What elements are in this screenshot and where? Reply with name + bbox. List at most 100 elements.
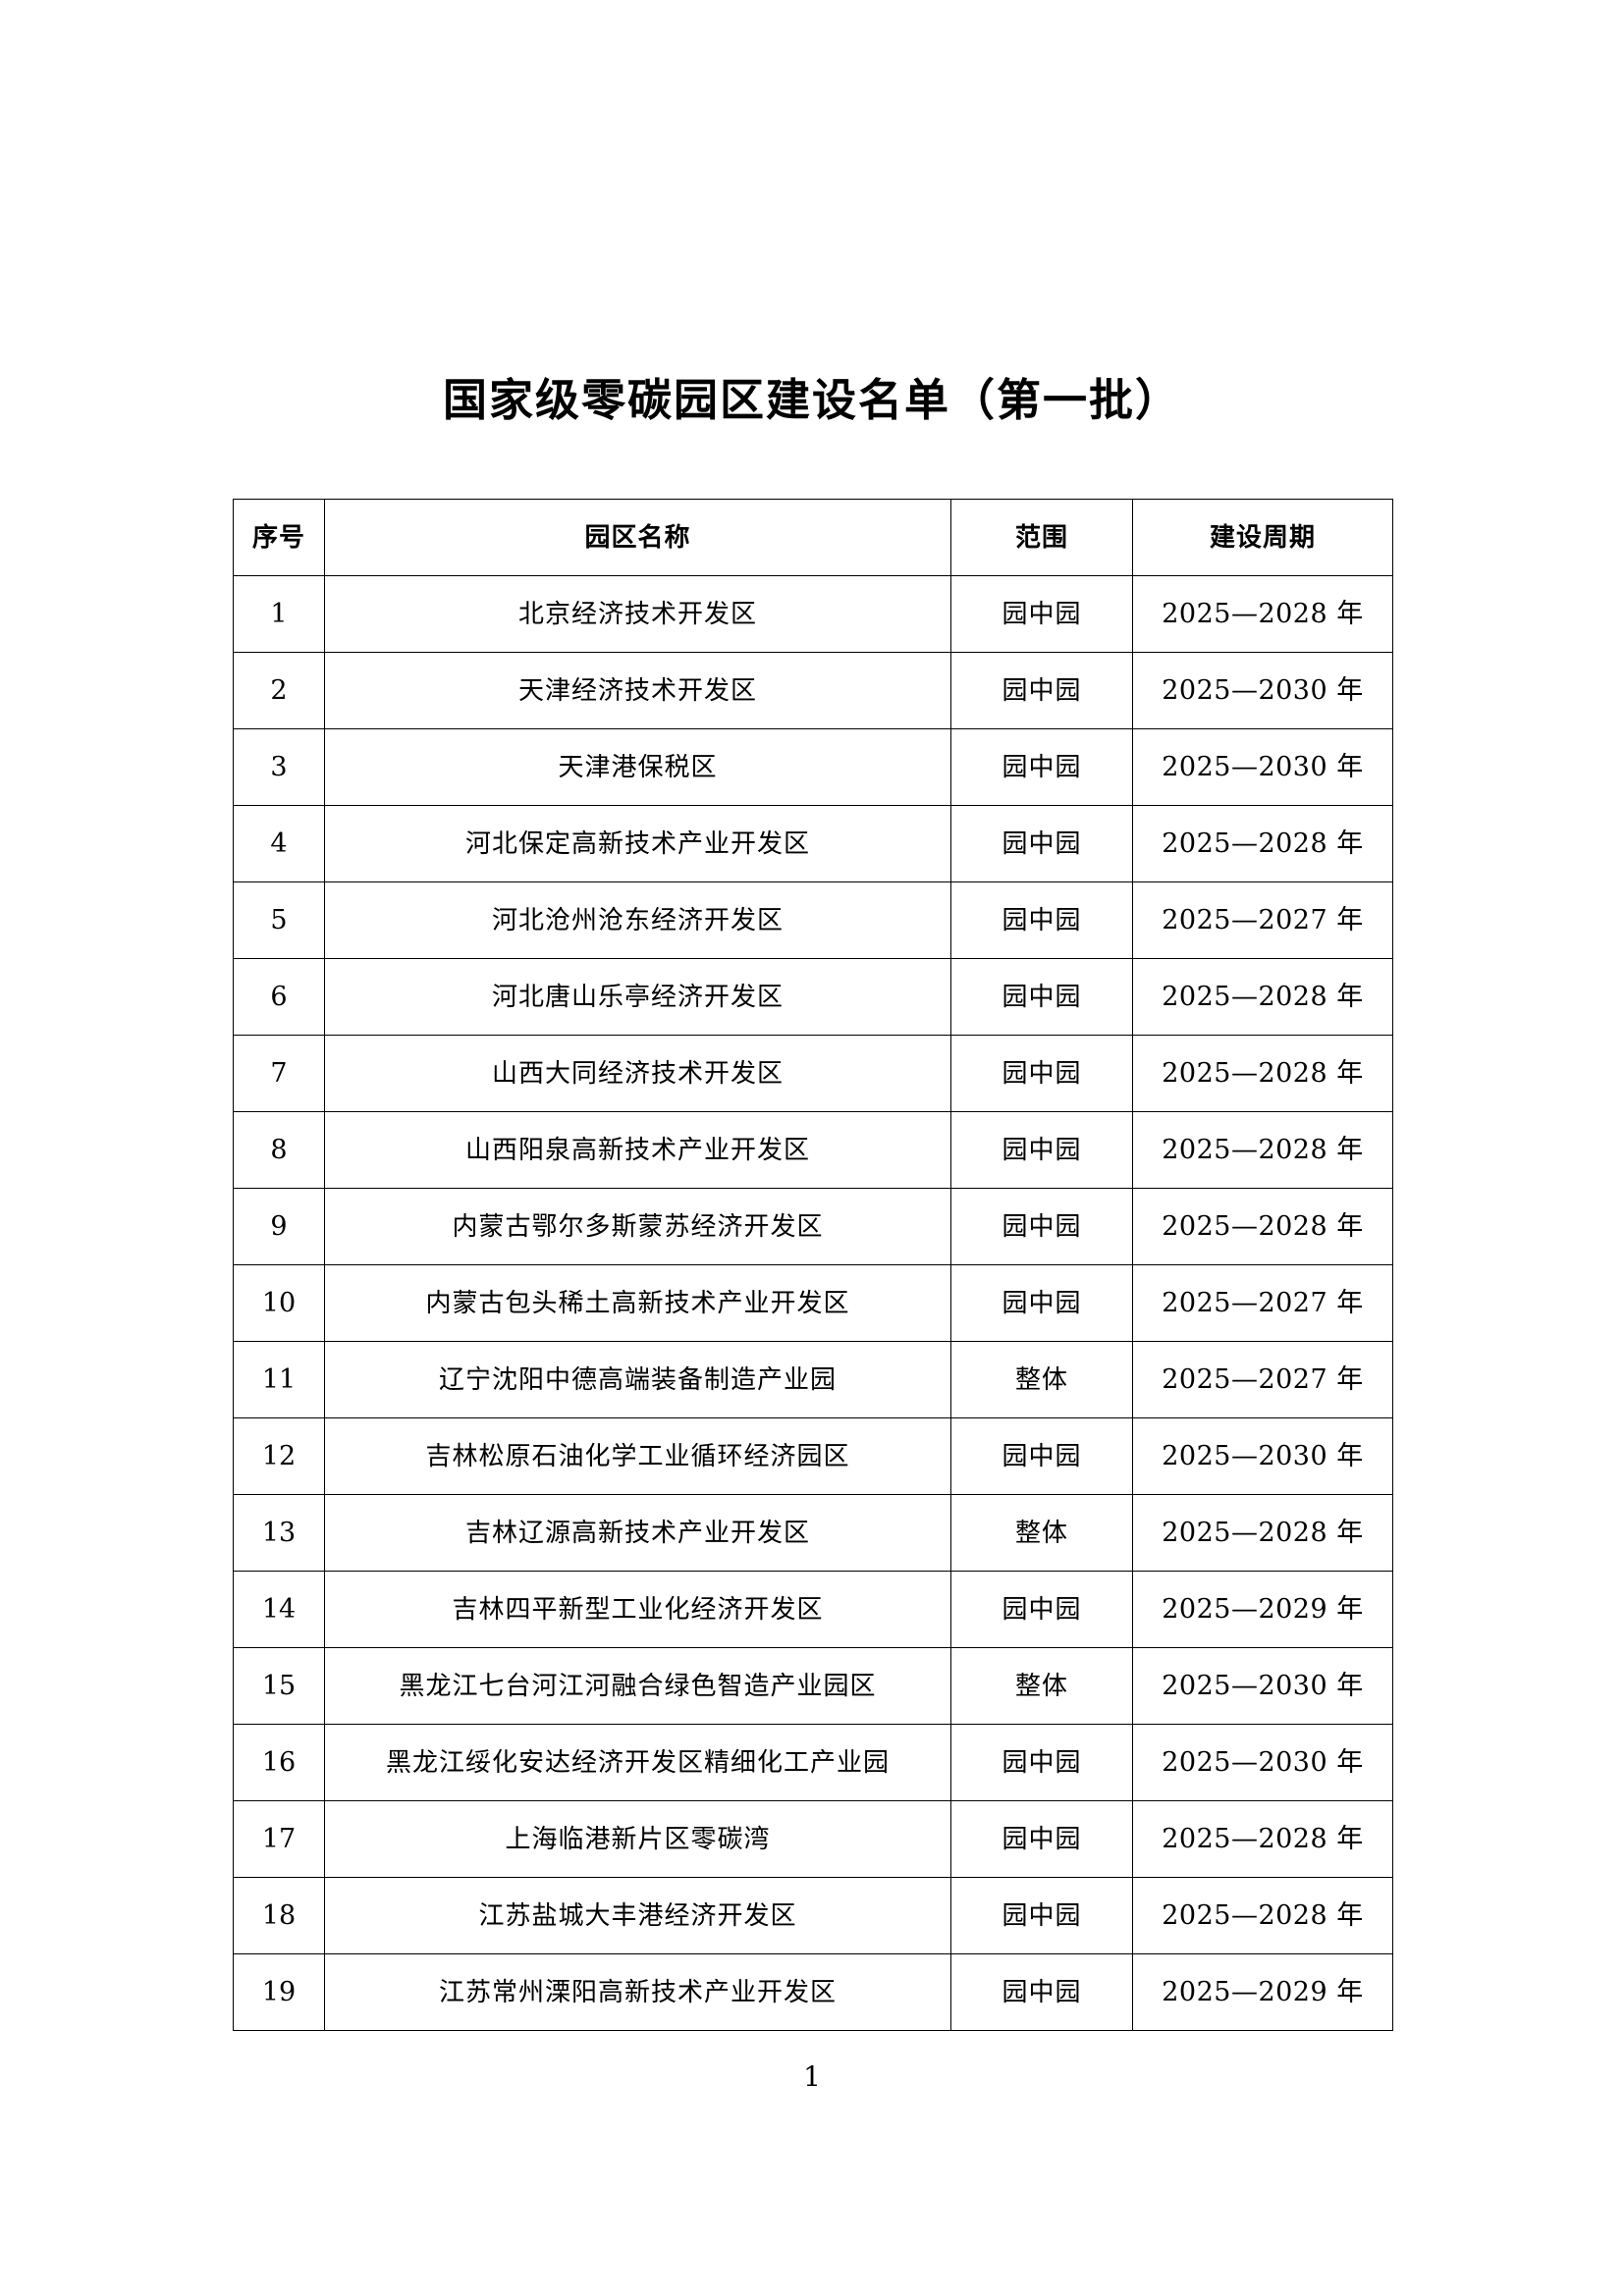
table-row: 5 河北沧州沧东经济开发区 园中园 2025—2027 年 [233,881,1393,959]
table-row: 9 内蒙古鄂尔多斯蒙苏经济开发区 园中园 2025—2028 年 [233,1188,1393,1265]
table-row: 18 江苏盐城大丰港经济开发区 园中园 2025—2028 年 [233,1877,1393,1954]
cell-build-cycle: 2025—2030 年 [1132,728,1393,806]
cell-no: 1 [233,575,325,653]
cell-park-name: 辽宁沈阳中德高端装备制造产业园 [324,1341,951,1418]
cell-scope: 园中园 [950,958,1133,1036]
cell-park-name: 上海临港新片区零碳湾 [324,1800,951,1878]
cell-scope: 园中园 [950,575,1133,653]
cell-park-name: 吉林辽源高新技术产业开发区 [324,1494,951,1572]
table-row: 8 山西阳泉高新技术产业开发区 园中园 2025—2028 年 [233,1111,1393,1189]
cell-no: 12 [233,1417,325,1495]
cell-build-cycle: 2025—2027 年 [1132,881,1393,959]
zero-carbon-park-list-table: 序号 园区名称 范围 建设周期 1 北京经济技术开发区 园中园 2025—2028 年… [233,499,1393,2031]
cell-scope: 整体 [950,1647,1133,1725]
cell-park-name: 河北唐山乐亭经济开发区 [324,958,951,1036]
cell-park-name: 吉林四平新型工业化经济开发区 [324,1571,951,1648]
cell-build-cycle: 2025—2027 年 [1132,1264,1393,1342]
cell-no: 8 [233,1111,325,1189]
table-body: 1 北京经济技术开发区 园中园 2025—2028 年 2 天津经济技术开发区 园中园 202… [233,575,1393,2031]
column-header-name: 园区名称 [324,499,951,576]
page-title: 国家级零碳园区建设名单（第一批） [442,374,1181,427]
table-row: 12 吉林松原石油化学工业循环经济园区 园中园 2025—2030 年 [233,1417,1393,1495]
cell-park-name: 江苏盐城大丰港经济开发区 [324,1877,951,1954]
table-header: 序号 园区名称 范围 建设周期 [233,499,1393,576]
cell-scope: 园中园 [950,881,1133,959]
table-row: 2 天津经济技术开发区 园中园 2025—2030 年 [233,652,1393,729]
cell-build-cycle: 2025—2028 年 [1132,1494,1393,1572]
cell-park-name: 江苏常州溧阳高新技术产业开发区 [324,1953,951,2031]
cell-scope: 园中园 [950,805,1133,882]
table-row: 11 辽宁沈阳中德高端装备制造产业园 整体 2025—2027 年 [233,1341,1393,1418]
cell-scope: 园中园 [950,1188,1133,1265]
cell-park-name: 山西大同经济技术开发区 [324,1035,951,1112]
cell-no: 3 [233,728,325,806]
table-row: 13 吉林辽源高新技术产业开发区 整体 2025—2028 年 [233,1494,1393,1572]
cell-build-cycle: 2025—2028 年 [1132,575,1393,653]
cell-no: 9 [233,1188,325,1265]
cell-no: 15 [233,1647,325,1725]
cell-no: 17 [233,1800,325,1878]
cell-park-name: 天津港保税区 [324,728,951,806]
cell-park-name: 河北沧州沧东经济开发区 [324,881,951,959]
cell-build-cycle: 2025—2028 年 [1132,805,1393,882]
cell-build-cycle: 2025—2030 年 [1132,1724,1393,1801]
cell-no: 2 [233,652,325,729]
cell-scope: 园中园 [950,1800,1133,1878]
column-header-no: 序号 [233,499,325,576]
page-number: 1 [803,2060,821,2093]
cell-no: 4 [233,805,325,882]
cell-no: 18 [233,1877,325,1954]
table-row: 10 内蒙古包头稀土高新技术产业开发区 园中园 2025—2027 年 [233,1264,1393,1342]
cell-scope: 园中园 [950,1724,1133,1801]
cell-park-name: 黑龙江七台河江河融合绿色智造产业园区 [324,1647,951,1725]
cell-build-cycle: 2025—2028 年 [1132,958,1393,1036]
table-row: 1 北京经济技术开发区 园中园 2025—2028 年 [233,575,1393,653]
cell-scope: 整体 [950,1494,1133,1572]
cell-no: 13 [233,1494,325,1572]
zero-carbon-park-list-table-wrapper: 序号 园区名称 范围 建设周期 1 北京经济技术开发区 园中园 2025—2028 年… [233,499,1393,2031]
cell-no: 11 [233,1341,325,1418]
cell-build-cycle: 2025—2028 年 [1132,1800,1393,1878]
cell-no: 10 [233,1264,325,1342]
cell-park-name: 北京经济技术开发区 [324,575,951,653]
cell-park-name: 内蒙古包头稀土高新技术产业开发区 [324,1264,951,1342]
cell-park-name: 河北保定高新技术产业开发区 [324,805,951,882]
cell-build-cycle: 2025—2030 年 [1132,652,1393,729]
cell-scope: 园中园 [950,1571,1133,1648]
cell-park-name: 山西阳泉高新技术产业开发区 [324,1111,951,1189]
cell-build-cycle: 2025—2028 年 [1132,1035,1393,1112]
cell-scope: 园中园 [950,1877,1133,1954]
cell-scope: 园中园 [950,1417,1133,1495]
table-row: 14 吉林四平新型工业化经济开发区 园中园 2025—2029 年 [233,1571,1393,1648]
column-header-cycle: 建设周期 [1132,499,1393,576]
table-row: 7 山西大同经济技术开发区 园中园 2025—2028 年 [233,1035,1393,1112]
cell-build-cycle: 2025—2029 年 [1132,1953,1393,2031]
cell-park-name: 吉林松原石油化学工业循环经济园区 [324,1417,951,1495]
table-row: 17 上海临港新片区零碳湾 园中园 2025—2028 年 [233,1800,1393,1878]
cell-build-cycle: 2025—2029 年 [1132,1571,1393,1648]
cell-no: 6 [233,958,325,1036]
table-header-row: 序号 园区名称 范围 建设周期 [233,499,1393,576]
cell-park-name: 内蒙古鄂尔多斯蒙苏经济开发区 [324,1188,951,1265]
cell-scope: 园中园 [950,728,1133,806]
cell-build-cycle: 2025—2028 年 [1132,1111,1393,1189]
cell-build-cycle: 2025—2027 年 [1132,1341,1393,1418]
cell-scope: 园中园 [950,1953,1133,2031]
cell-scope: 园中园 [950,1264,1133,1342]
table-row: 4 河北保定高新技术产业开发区 园中园 2025—2028 年 [233,805,1393,882]
table-row: 15 黑龙江七台河江河融合绿色智造产业园区 整体 2025—2030 年 [233,1647,1393,1725]
cell-scope: 整体 [950,1341,1133,1418]
cell-no: 19 [233,1953,325,2031]
cell-scope: 园中园 [950,1035,1133,1112]
cell-no: 16 [233,1724,325,1801]
cell-no: 5 [233,881,325,959]
cell-scope: 园中园 [950,652,1133,729]
table-row: 6 河北唐山乐亭经济开发区 园中园 2025—2028 年 [233,958,1393,1036]
table-row: 16 黑龙江绥化安达经济开发区精细化工产业园 园中园 2025—2030 年 [233,1724,1393,1801]
cell-no: 7 [233,1035,325,1112]
column-header-scope: 范围 [950,499,1133,576]
cell-scope: 园中园 [950,1111,1133,1189]
cell-no: 14 [233,1571,325,1648]
cell-build-cycle: 2025—2028 年 [1132,1188,1393,1265]
